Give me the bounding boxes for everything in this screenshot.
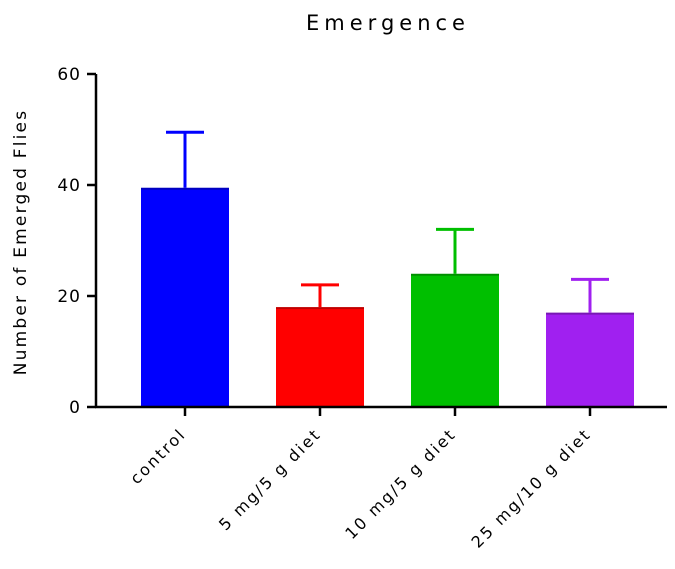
y-tick-label-60: 60: [57, 65, 81, 85]
y-tick-label-40: 40: [57, 176, 81, 196]
x-category-label-1: control: [126, 424, 190, 488]
y-tick-label-20: 20: [57, 287, 81, 307]
axes-layer: [87, 72, 667, 416]
y-tick-label-0: 0: [69, 398, 81, 418]
chart-title: Emergence: [306, 11, 470, 35]
bar-1: [141, 187, 229, 407]
y-axis-label: Number of Emerged Flies: [11, 109, 31, 376]
x-category-label-2: 5 mg/5 g diet: [215, 424, 325, 534]
x-category-label-3: 10 mg/5 g diet: [341, 424, 460, 543]
error-bars-layer: [166, 130, 609, 313]
bar-2: [276, 307, 364, 407]
bars-layer: [141, 187, 634, 407]
x-category-label-4: 25 mg/10 g diet: [468, 424, 595, 551]
bar-3: [411, 273, 499, 407]
bar-4: [546, 312, 634, 407]
